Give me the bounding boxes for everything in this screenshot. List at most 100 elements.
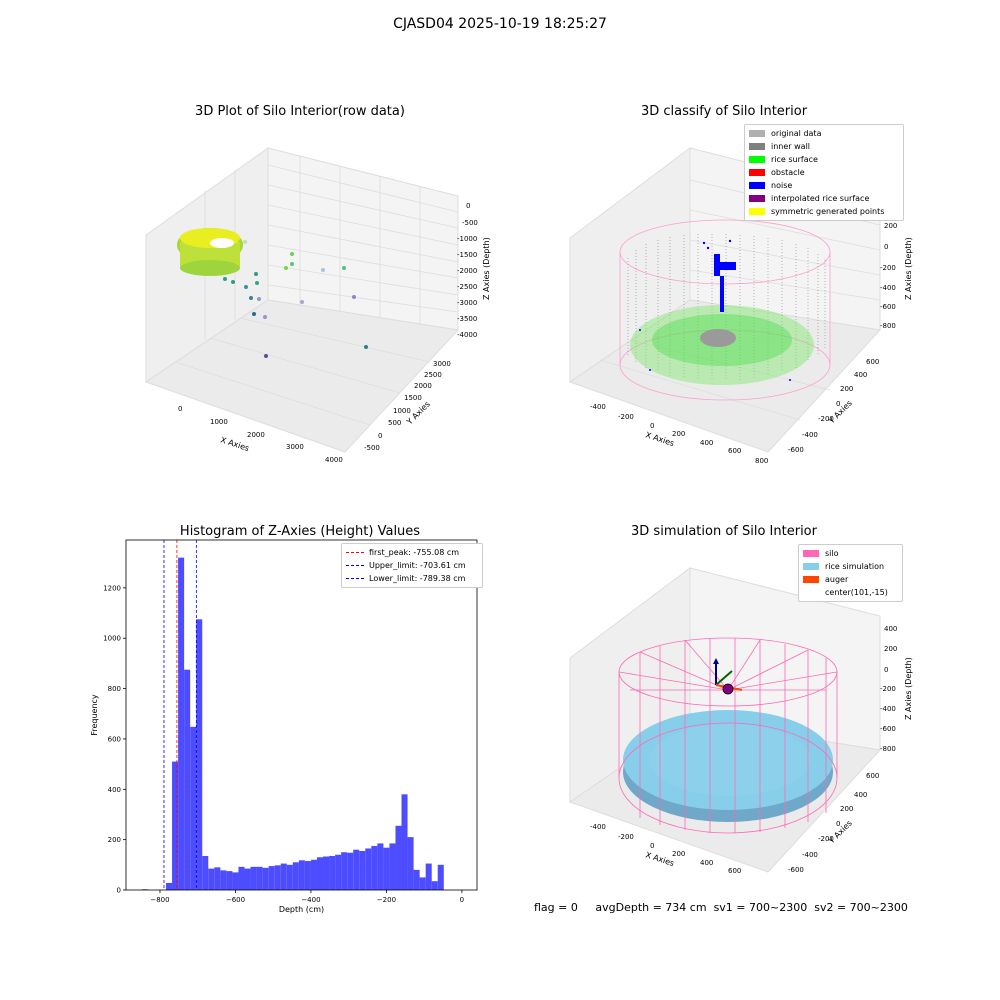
simulation-legend: silo rice simulation auger center(101,-15)	[798, 544, 903, 602]
histogram-legend-item: first_peak: -755.08 cm	[346, 546, 478, 559]
classify-y-tick: -400	[802, 431, 818, 439]
histogram-bar	[292, 862, 299, 890]
simulation-legend-item: silo	[803, 547, 898, 560]
raw-x-label: X Axies	[219, 435, 250, 453]
histogram-bar	[262, 867, 269, 890]
classify-y-tick: 400	[854, 371, 867, 379]
histogram-bar	[371, 845, 378, 890]
histogram-bar	[395, 825, 402, 890]
sim-y-tick: -200	[818, 835, 834, 843]
histogram-bar	[310, 859, 317, 890]
classify-x-label: X Axies	[644, 430, 675, 448]
raw-z-tick: 0	[466, 202, 470, 210]
classify-inner-wall	[627, 234, 826, 381]
raw-pane-floor	[144, 299, 460, 453]
sim-x-tick: 400	[700, 859, 713, 867]
raw-z-tick: -1500	[457, 251, 477, 259]
classify-y-label: Y Axies	[826, 399, 854, 427]
sim-z-tick: 400	[884, 625, 897, 633]
classify-legend-swatch	[749, 208, 765, 215]
histogram-x-label: Depth (cm)	[279, 905, 324, 914]
histogram-bar	[214, 867, 221, 890]
histogram-bar	[250, 866, 257, 890]
histogram-bar	[238, 866, 245, 890]
simulation-legend-swatch	[803, 550, 819, 557]
raw-z-tick: -2500	[457, 283, 477, 291]
histogram-y-tick-label: 400	[108, 786, 121, 794]
histogram-legend-item: Lower_limit: -789.38 cm	[346, 572, 478, 585]
histogram-bar	[389, 843, 396, 890]
classify-legend-item: rice surface	[749, 153, 899, 166]
raw-y-tick: -500	[364, 444, 380, 452]
classify-legend-label: interpolated rice surface	[771, 194, 870, 203]
histogram-bar	[196, 619, 203, 890]
histogram-bar	[316, 857, 324, 890]
sim-pane-floor	[568, 719, 881, 873]
histogram-bar	[298, 860, 305, 890]
histogram-bar	[256, 866, 263, 890]
raw-panel-title: 3D Plot of Silo Interior(row data)	[195, 104, 405, 119]
sim-x-tick: -400	[590, 823, 606, 831]
histogram-x-tick-label: −600	[226, 896, 245, 904]
classify-legend: original data inner wall rice surface obsta…	[744, 124, 904, 221]
histogram-frame	[125, 539, 478, 891]
sim-axis-ticks: -400 -200 0 200 400 600 -600 -400 -200 0…	[590, 625, 897, 875]
sim-z-tick: 0	[884, 666, 888, 674]
histogram-bar	[286, 864, 293, 890]
raw-z-tick: -3500	[457, 315, 477, 323]
classify-panel-title: 3D classify of Silo Interior	[640, 104, 808, 119]
histogram-bar	[365, 848, 372, 890]
classify-x-tick: 200	[672, 430, 685, 438]
sim-y-tick: -600	[788, 866, 804, 874]
histogram-bar	[407, 837, 414, 890]
histogram-bar	[431, 881, 438, 890]
classify-legend-item: symmetric generated points	[749, 205, 899, 218]
classify-x-tick: 600	[728, 447, 741, 455]
sim-pane-left	[569, 567, 691, 803]
histogram-bar	[377, 843, 384, 890]
histogram-legend-label: Lower_limit: -789.38 cm	[369, 574, 466, 583]
raw-x-tick: 0	[178, 405, 182, 413]
simulation-legend-swatch	[803, 589, 819, 596]
histogram-bar	[304, 861, 311, 890]
sim-z-tick: -600	[880, 725, 896, 733]
histogram-bar	[268, 866, 275, 890]
raw-x-tick: 1000	[210, 418, 228, 426]
histogram-bar	[335, 854, 342, 890]
sim-y-tick: -400	[802, 851, 818, 859]
raw-y-tick: 3000	[433, 360, 451, 368]
histogram-x-tick-label: 0	[460, 896, 464, 904]
classify-legend-swatch	[749, 169, 765, 176]
classify-y-tick: 200	[840, 385, 853, 393]
classify-legend-swatch	[749, 143, 765, 150]
classify-x-tick: 0	[650, 422, 654, 430]
classify-y-tick: 0	[836, 400, 840, 408]
histogram-bar	[425, 863, 432, 890]
raw-y-tick: 2500	[424, 371, 442, 379]
classify-legend-label: rice surface	[771, 155, 818, 164]
classify-z-label: Z Axies (Depth)	[904, 237, 913, 300]
classify-x-tick: 400	[700, 439, 713, 447]
histogram-legend-swatch	[346, 565, 364, 566]
classify-legend-label: original data	[771, 129, 822, 138]
raw-pane-back	[267, 147, 459, 331]
sim-y-tick: 400	[854, 791, 867, 799]
histogram-bar	[280, 863, 287, 890]
sim-silo-wireframe	[618, 637, 838, 834]
classify-legend-swatch	[749, 195, 765, 202]
sim-y-label: Y Axies	[826, 819, 854, 847]
raw-y-tick: 500	[388, 419, 401, 427]
raw-x-tick: 4000	[325, 456, 343, 464]
histogram-bar	[184, 669, 191, 890]
histogram-y-tick-label: 800	[108, 685, 121, 693]
sim-z-tick: -200	[880, 685, 896, 693]
sim-center-marker	[722, 683, 734, 695]
histogram-bar	[437, 864, 444, 890]
classify-x-tick: 800	[755, 457, 768, 465]
classify-y-tick: 600	[866, 358, 879, 366]
simulation-legend-item: auger	[803, 573, 898, 586]
histogram-bar	[323, 856, 330, 890]
histogram-bar	[413, 869, 420, 890]
simulation-legend-swatch	[803, 563, 819, 570]
raw-y-tick: 0	[378, 432, 382, 440]
